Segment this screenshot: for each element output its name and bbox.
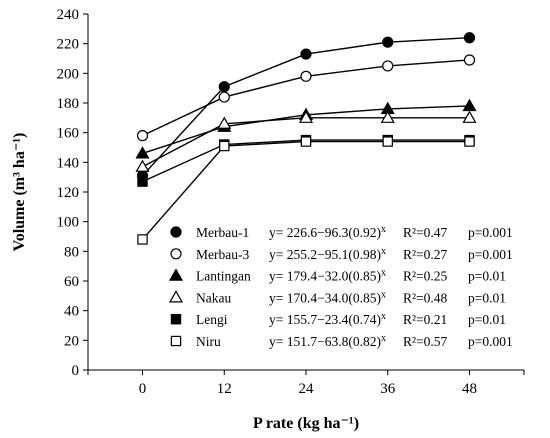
legend-equation: y= 179.4−32.0(0.85)x (269, 268, 386, 284)
legend-item-nakau: Nakau y= 170.4−34.0(0.85)x R²=0.48 p=0.01 (168, 289, 506, 305)
point-merbau-1 (463, 32, 476, 44)
point-niru (300, 136, 312, 147)
legend-marker-niru (170, 335, 182, 347)
series-markers (135, 32, 477, 245)
legend-r2: R²=0.27 (403, 247, 448, 262)
legend-p-value: p=0.01 (468, 312, 506, 327)
legend-r2: R²=0.47 (403, 225, 448, 240)
point-nakau (135, 159, 150, 172)
legend-r2: R²=0.48 (403, 290, 448, 305)
point-niru (464, 136, 475, 147)
legend-label: Nakau (196, 290, 231, 305)
legend: Merbau-1 y= 226.6−96.3(0.92)x R²=0.47 p=0.0… (168, 224, 513, 349)
legend-item-lengi: Lengi y= 155.7−23.4(0.74)x R²=0.21 p=0.01 (170, 311, 506, 327)
legend-marker-nakau (168, 290, 184, 303)
point-lantingan (462, 98, 477, 112)
legend-marker-lengi (170, 314, 182, 325)
legend-equation: y= 151.7−63.8(0.82)x (269, 333, 386, 349)
point-lantingan (135, 146, 150, 159)
point-niru (219, 140, 230, 152)
legend-item-merbau-1: Merbau-1 y= 226.6−96.3(0.92)x R²=0.47 p=0.0… (170, 224, 513, 240)
y-tick-label: 40 (64, 304, 79, 320)
point-merbau-3 (136, 130, 149, 142)
legend-item-niru: Niru y= 151.7−63.8(0.82)x R²=0.57 p=0.001 (170, 333, 513, 349)
point-lengi (137, 176, 148, 187)
point-nakau (298, 110, 314, 123)
legend-label: Merbau-3 (196, 247, 249, 262)
legend-p-value: p=0.001 (468, 225, 513, 240)
point-niru (137, 234, 148, 245)
x-tick-label: 24 (299, 381, 315, 397)
legend-label: Merbau-1 (196, 225, 249, 240)
axes: 0 20 40 60 80 100 120 140 160 180 200 220 240 0 12 24 36… (57, 7, 525, 397)
point-merbau-1 (300, 48, 312, 60)
x-tick-label: 48 (462, 381, 477, 397)
y-tick-label: 220 (57, 37, 80, 53)
point-nakau (462, 110, 477, 123)
y-tick-label: 180 (57, 96, 80, 112)
point-merbau-1 (218, 81, 230, 93)
point-nakau (217, 116, 232, 129)
point-merbau-3 (300, 70, 312, 82)
legend-r2: R²=0.21 (403, 312, 447, 327)
legend-r2: R²=0.25 (403, 269, 448, 284)
legend-r2: R²=0.57 (403, 334, 448, 349)
y-tick-label: 200 (57, 66, 80, 82)
y-tick-label: 120 (57, 185, 80, 201)
legend-equation: y= 155.7−23.4(0.74)x (269, 311, 386, 327)
legend-p-value: p=0.001 (468, 247, 513, 262)
legend-equation: y= 255.2−95.1(0.98)x (269, 246, 386, 262)
legend-equation: y= 170.4−34.0(0.85)x (269, 289, 386, 305)
y-tick-label: 20 (64, 333, 79, 349)
legend-item-merbau-3: Merbau-3 y= 255.2−95.1(0.98)x R²=0.27 p=0.0… (170, 246, 513, 262)
y-tick-label: 100 (57, 215, 80, 231)
x-axis-title: P rate (kg ha⁻¹) (253, 415, 359, 432)
x-tick-label: 0 (139, 381, 147, 397)
y-tick-label: 140 (57, 155, 80, 171)
y-tick-label: 160 (57, 126, 80, 142)
y-tick-label: 240 (57, 7, 80, 23)
legend-equation: y= 226.6−96.3(0.92)x (269, 224, 386, 240)
legend-marker-merbau-1 (170, 226, 182, 238)
x-tick-label: 12 (217, 381, 232, 397)
point-merbau-1 (382, 36, 394, 48)
legend-marker-lantingan (168, 268, 184, 281)
legend-label: Lantingan (196, 269, 251, 284)
legend-p-value: p=0.001 (468, 334, 513, 349)
y-tick-label: 0 (72, 363, 80, 379)
point-merbau-3 (463, 54, 476, 66)
point-niru (382, 136, 393, 147)
legend-item-lantingan: Lantingan y= 179.4−32.0(0.85)x R²=0.25 p=0.… (168, 268, 506, 284)
point-merbau-3 (382, 60, 394, 72)
point-nakau (380, 110, 395, 123)
y-axis-title: Volume (m³ ha⁻¹) (11, 133, 28, 252)
y-tick-label: 60 (64, 274, 79, 290)
legend-p-value: p=0.01 (468, 290, 506, 305)
legend-label: Niru (196, 334, 221, 349)
x-tick-label: 36 (380, 381, 396, 397)
point-merbau-3 (218, 91, 230, 103)
legend-p-value: p=0.01 (468, 269, 506, 284)
legend-label: Lengi (196, 312, 228, 327)
y-tick-label: 80 (64, 244, 79, 260)
legend-marker-merbau-3 (170, 248, 182, 260)
